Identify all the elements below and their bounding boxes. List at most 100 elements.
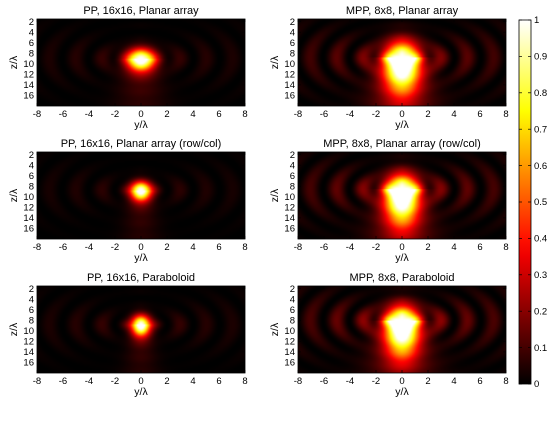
colorbar-tick-label: 0.4: [534, 234, 547, 245]
y-tick-label: 16: [284, 224, 295, 235]
x-tick-label: 0: [399, 376, 404, 387]
colorbar-tick-label: 1: [534, 15, 539, 26]
x-tick-label: 0: [138, 109, 143, 120]
colorbar-tick-label: 0.2: [534, 306, 547, 317]
x-tick-label: -8: [33, 109, 41, 120]
heatmap-image: [298, 286, 506, 373]
y-tick-label: 6: [290, 171, 295, 182]
x-tick-label: -6: [59, 109, 67, 120]
x-tick-label: 6: [216, 242, 221, 253]
x-tick-label: -4: [85, 109, 93, 120]
x-tick-label: -2: [111, 242, 119, 253]
y-tick-label: 8: [29, 181, 34, 192]
x-tick-label: 6: [477, 242, 482, 253]
x-tick-label: -8: [294, 242, 302, 253]
x-axis-label: y/λ: [395, 386, 409, 398]
panel-title: MPP, 8x8, Paraboloid: [350, 272, 455, 284]
y-tick-label: 10: [284, 59, 295, 70]
x-tick-label: 6: [477, 109, 482, 120]
x-tick-label: -4: [85, 376, 93, 387]
x-tick-label: -4: [85, 242, 93, 253]
heatmap-image: [298, 19, 506, 106]
colorbar-tick-label: 0.5: [534, 197, 547, 208]
y-tick-label: 14: [23, 80, 34, 91]
y-tick-label: 16: [284, 91, 295, 102]
y-tick-label: 8: [29, 315, 34, 326]
y-tick-label: 8: [290, 315, 295, 326]
x-tick-label: 0: [399, 242, 404, 253]
y-tick-label: 4: [29, 160, 34, 171]
x-tick-label: 4: [190, 376, 195, 387]
y-tick-label: 2: [29, 17, 34, 28]
y-tick-label: 2: [29, 284, 34, 295]
x-tick-label: 4: [451, 376, 456, 387]
y-tick-label: 12: [23, 337, 34, 348]
y-tick-label: 6: [290, 305, 295, 316]
heatmap-panel-3: PP, 16x16, Planar array (row/col) -8 -6 -4 -…: [8, 138, 248, 264]
x-tick-label: 0: [138, 242, 143, 253]
x-tick-label: -2: [372, 376, 380, 387]
heatmap-panel-2: MPP, 8x8, Planar array-8 -6 -4 -2 0 2 4 6 824681…: [269, 5, 509, 131]
heatmap-image: [37, 152, 245, 239]
x-tick-label: -2: [111, 376, 119, 387]
x-tick-label: 8: [242, 376, 247, 387]
y-tick-label: 14: [284, 213, 295, 224]
y-tick-label: 14: [284, 80, 295, 91]
y-tick-label: 16: [23, 224, 34, 235]
heatmap-panel-6: MPP, 8x8, Paraboloid-8 -6 -4 -2 0 2 4 6 82468101…: [269, 272, 509, 398]
x-axis-label: y/λ: [134, 119, 148, 131]
y-tick-label: 10: [284, 192, 295, 203]
x-axis-label: y/λ: [395, 119, 409, 131]
y-tick-label: 8: [29, 48, 34, 59]
x-tick-label: 8: [242, 109, 247, 120]
y-tick-label: 6: [29, 305, 34, 316]
colorbar: 0 0.1 0.2 0.3 0.4 0.5 0.6 0.7 0.8 0.9 1: [518, 15, 547, 390]
colorbar-tick-label: 0.3: [534, 270, 547, 281]
x-tick-label: -4: [346, 109, 354, 120]
panel-title: PP, 16x16, Planar array (row/col): [61, 138, 222, 150]
heatmap-image: [37, 286, 245, 373]
y-tick-label: 8: [290, 48, 295, 59]
y-tick-label: 16: [23, 91, 34, 102]
x-tick-label: 6: [477, 376, 482, 387]
panel-title: MPP, 8x8, Planar array (row/col): [323, 138, 481, 150]
y-tick-label: 4: [29, 27, 34, 38]
x-tick-label: 8: [503, 242, 508, 253]
y-axis-label: z/λ: [8, 55, 20, 69]
y-axis-label: z/λ: [269, 55, 281, 69]
x-tick-label: 8: [503, 109, 508, 120]
x-tick-label: 8: [242, 242, 247, 253]
y-tick-label: 4: [290, 294, 295, 305]
x-tick-label: 0: [138, 376, 143, 387]
heatmap-panel-1: PP, 16x16, Planar array-8 -6 -4 -2 0 2 4 6 82468…: [8, 5, 248, 131]
x-axis-label: y/λ: [395, 252, 409, 264]
x-tick-label: 6: [216, 109, 221, 120]
y-tick-label: 6: [290, 38, 295, 49]
y-tick-label: 14: [23, 213, 34, 224]
heatmap-image: [37, 19, 245, 106]
x-axis-label: y/λ: [134, 252, 148, 264]
heatmap-panel-4: MPP, 8x8, Planar array (row/col) -8 -6 -4 -2…: [269, 138, 509, 264]
x-tick-label: 6: [216, 376, 221, 387]
heatmap-image: [298, 152, 506, 239]
y-tick-label: 12: [284, 203, 295, 214]
x-tick-label: 2: [425, 242, 430, 253]
y-tick-label: 12: [284, 70, 295, 81]
y-axis-label: z/λ: [269, 322, 281, 336]
y-axis-label: z/λ: [8, 322, 20, 336]
y-tick-label: 4: [290, 160, 295, 171]
colorbar-tick-label: 0.6: [534, 161, 547, 172]
y-tick-label: 6: [29, 171, 34, 182]
colorbar-tick-label: 0.8: [534, 88, 547, 99]
panel-title: PP, 16x16, Planar array: [83, 5, 199, 17]
x-tick-label: 4: [190, 242, 195, 253]
x-tick-label: 8: [503, 376, 508, 387]
y-tick-label: 10: [23, 59, 34, 70]
x-tick-label: 4: [190, 109, 195, 120]
x-tick-label: -4: [346, 376, 354, 387]
x-tick-label: 2: [164, 242, 169, 253]
x-tick-label: 4: [451, 109, 456, 120]
y-axis-label: z/λ: [269, 188, 281, 202]
y-tick-label: 10: [284, 326, 295, 337]
